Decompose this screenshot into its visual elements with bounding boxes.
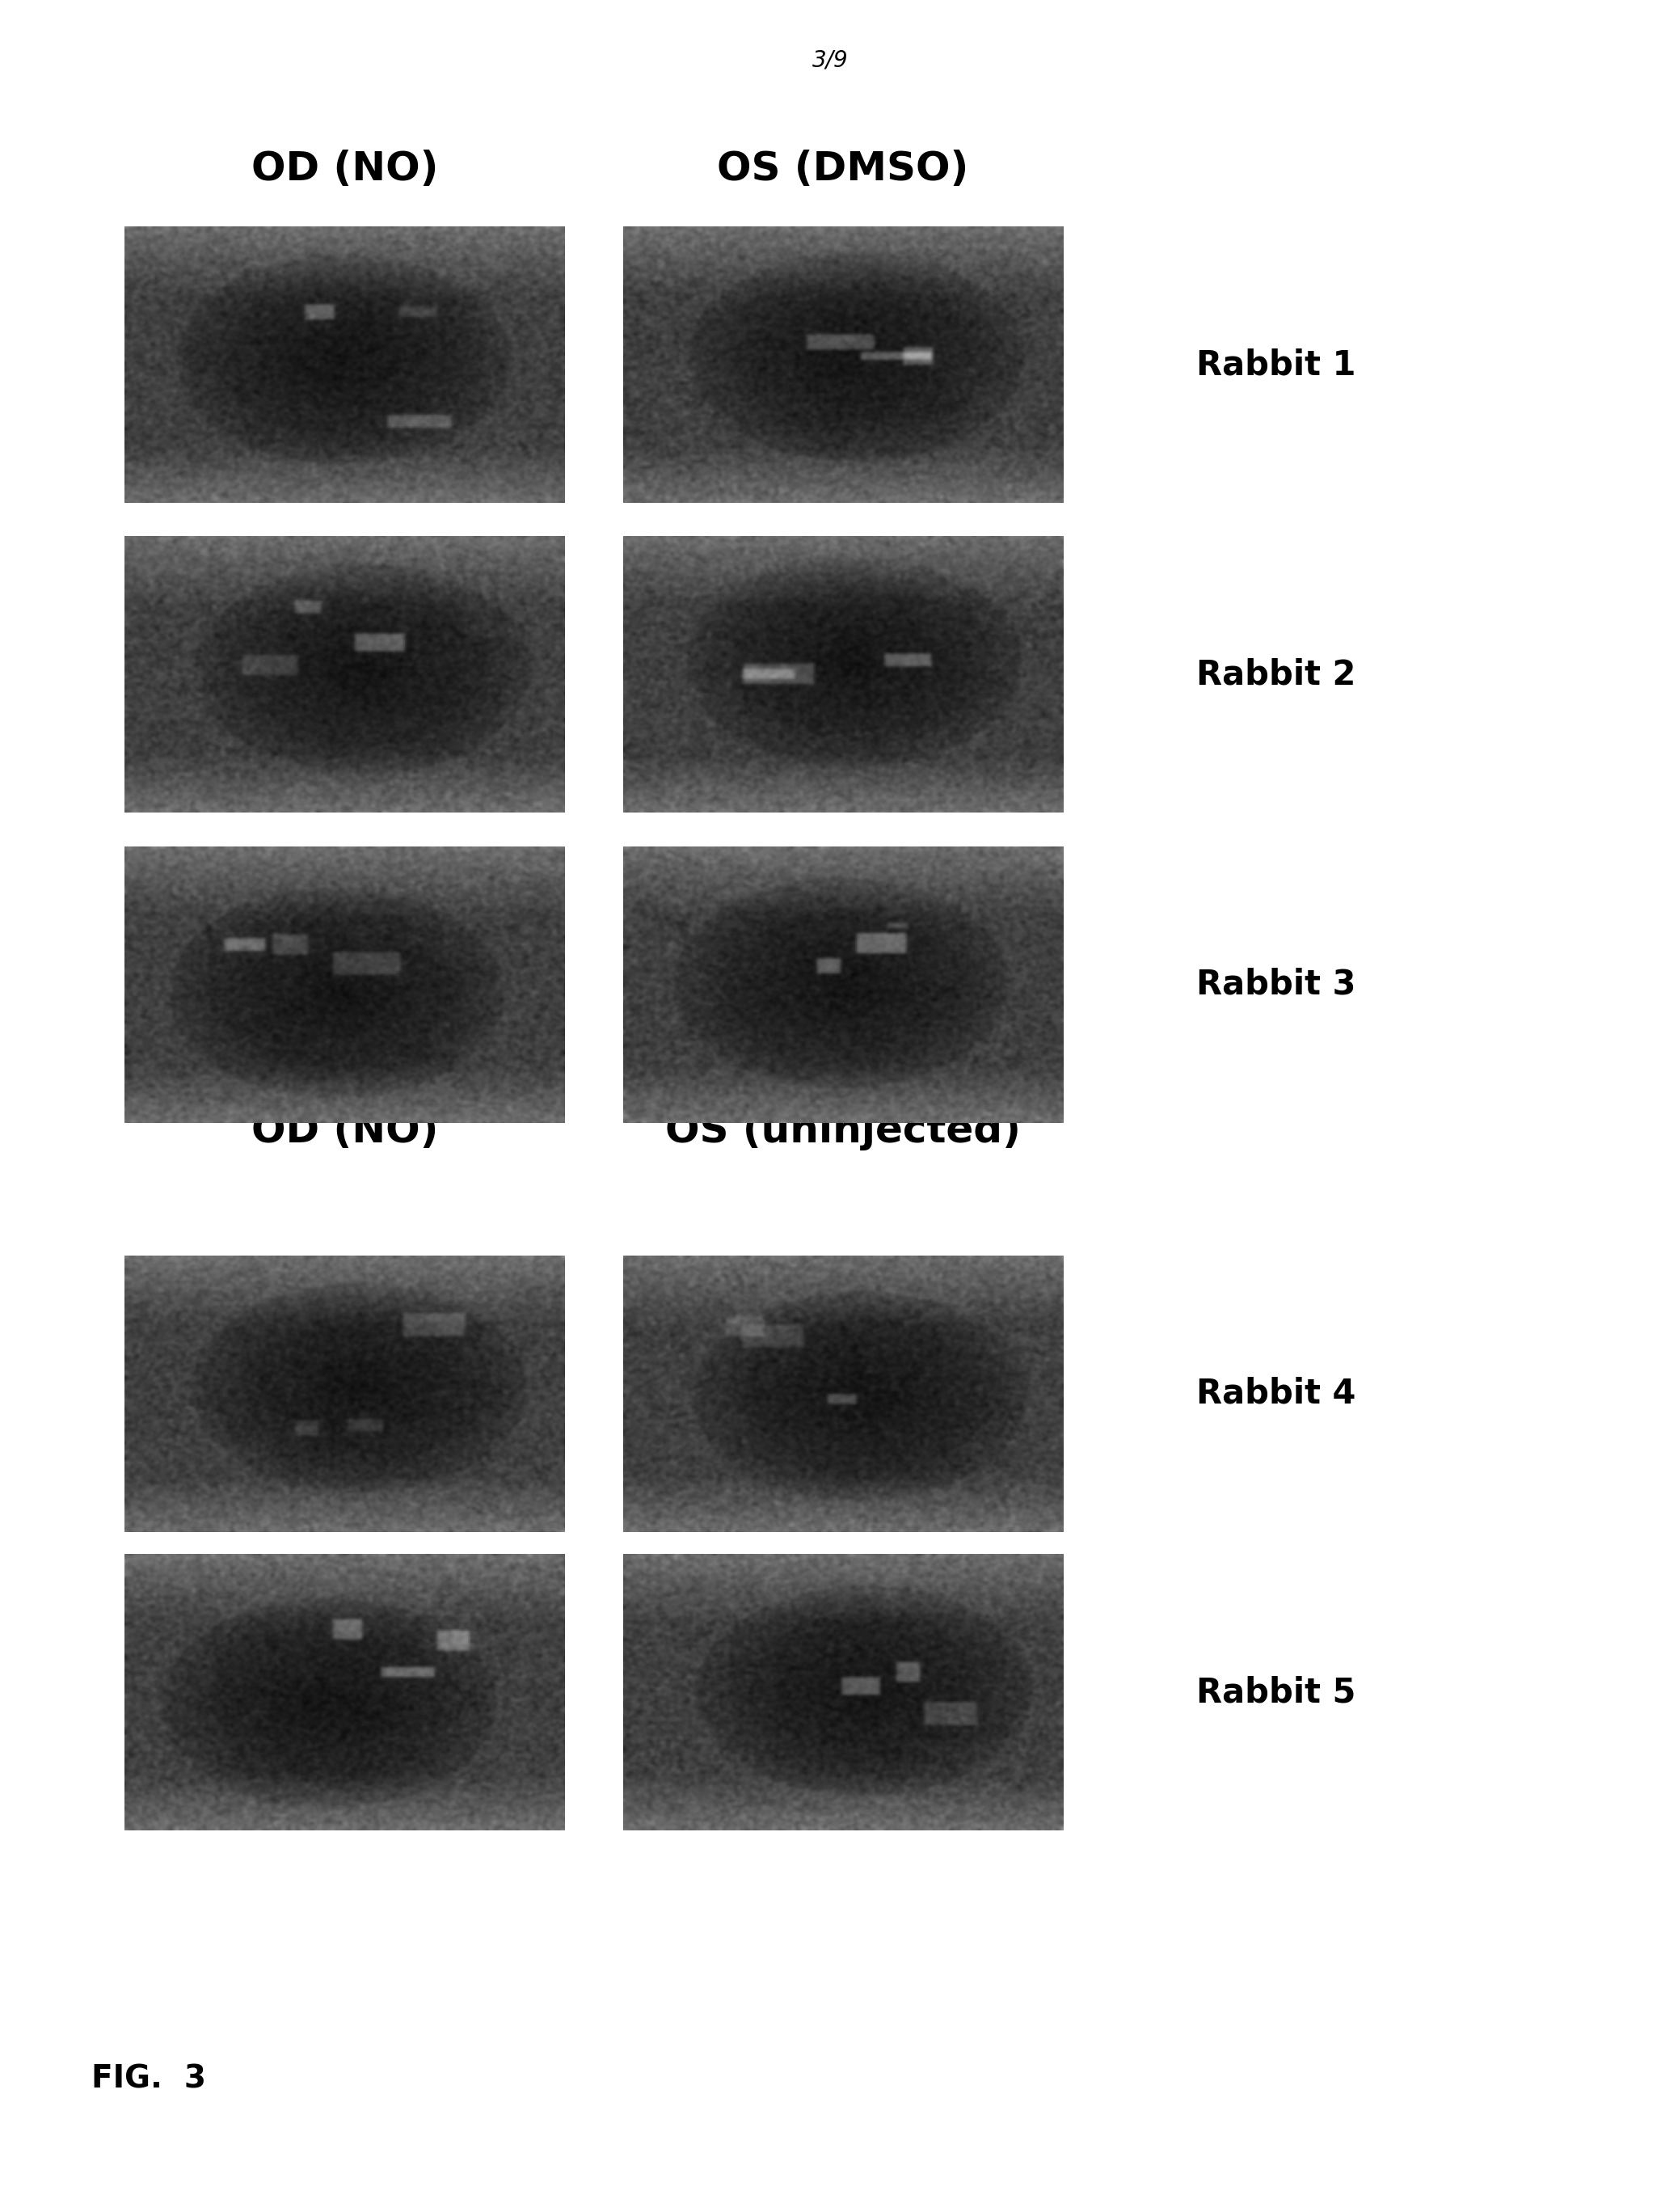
Text: Rabbit 4: Rabbit 4 <box>1196 1376 1355 1411</box>
Text: OS (DMSO): OS (DMSO) <box>718 148 968 188</box>
Text: Rabbit 5: Rabbit 5 <box>1196 1674 1355 1710</box>
Text: Rabbit 3: Rabbit 3 <box>1196 967 1355 1002</box>
Text: Rabbit 1: Rabbit 1 <box>1196 347 1355 383</box>
Text: OD (NO): OD (NO) <box>251 1110 439 1150</box>
Text: OD (NO): OD (NO) <box>251 148 439 188</box>
Text: Rabbit 2: Rabbit 2 <box>1196 657 1355 692</box>
Text: FIG.  3: FIG. 3 <box>91 2064 206 2095</box>
Text: 3/9: 3/9 <box>812 49 849 71</box>
Text: OS (uninjected): OS (uninjected) <box>664 1110 1022 1150</box>
